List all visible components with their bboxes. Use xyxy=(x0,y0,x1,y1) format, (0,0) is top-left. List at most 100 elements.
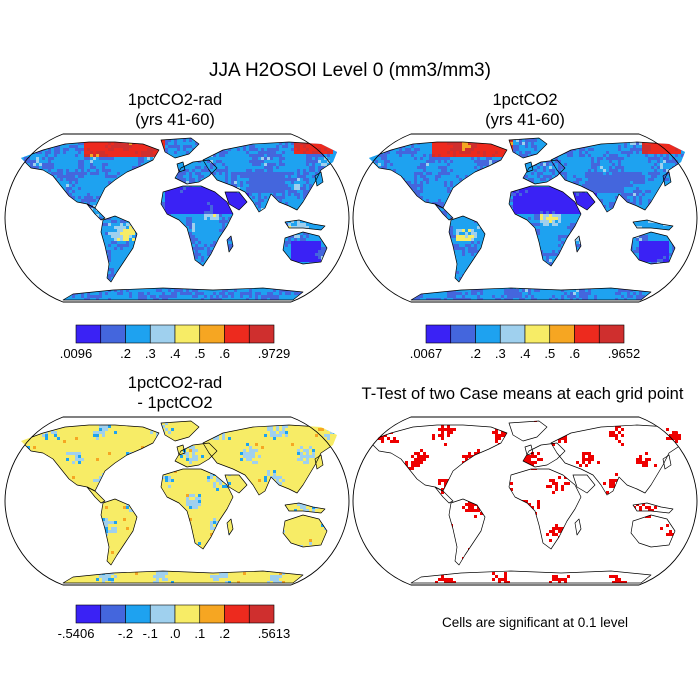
grid-cell xyxy=(258,205,261,208)
grid-cell xyxy=(42,160,45,163)
grid-cell xyxy=(12,166,15,169)
grid-cell xyxy=(210,193,213,196)
grid-cell xyxy=(93,172,96,175)
grid-cell xyxy=(177,175,180,178)
grid-cell xyxy=(162,199,165,202)
grid-cell xyxy=(66,130,69,133)
grid-cell xyxy=(102,235,105,238)
grid-cell xyxy=(240,184,243,187)
grid-cell xyxy=(48,130,51,133)
grid-cell xyxy=(12,136,15,139)
grid-cell xyxy=(204,169,207,172)
grid-cell xyxy=(288,142,291,145)
grid-cell xyxy=(171,196,174,199)
grid-cell xyxy=(252,190,255,193)
grid-cell xyxy=(198,244,201,247)
grid-cell xyxy=(6,184,9,187)
grid-cell xyxy=(78,178,81,181)
grid-cell xyxy=(297,241,300,244)
grid-cell xyxy=(261,190,264,193)
grid-cell xyxy=(117,241,120,244)
grid-cell xyxy=(48,163,51,166)
grid-cell xyxy=(267,187,270,190)
grid-cell xyxy=(81,193,84,196)
grid-cell xyxy=(198,196,201,199)
grid-cell xyxy=(291,151,294,154)
grid-cell xyxy=(87,151,90,154)
grid-cell xyxy=(237,196,240,199)
grid-cell xyxy=(3,154,6,157)
grid-cell xyxy=(291,190,294,193)
grid-cell xyxy=(273,163,276,166)
grid-cell xyxy=(291,172,294,175)
grid-cell xyxy=(321,226,324,229)
grid-cell xyxy=(303,157,306,160)
grid-cell xyxy=(3,142,6,145)
grid-cell xyxy=(75,187,78,190)
grid-cell xyxy=(12,130,15,133)
grid-cell xyxy=(186,130,189,133)
grid-cell xyxy=(165,196,168,199)
grid-cell xyxy=(297,247,300,250)
grid-cell xyxy=(108,148,111,151)
grid-cell xyxy=(276,187,279,190)
grid-cell xyxy=(306,157,309,160)
grid-cell xyxy=(291,178,294,181)
grid-cell xyxy=(345,187,348,190)
grid-cell xyxy=(237,169,240,172)
grid-cell xyxy=(39,163,42,166)
grid-cell xyxy=(255,175,258,178)
grid-cell xyxy=(297,154,300,157)
grid-cell xyxy=(291,250,294,253)
grid-cell xyxy=(294,244,297,247)
grid-cell xyxy=(297,187,300,190)
grid-cell xyxy=(291,247,294,250)
grid-cell xyxy=(315,250,318,253)
grid-cell xyxy=(222,157,225,160)
grid-cell xyxy=(210,223,213,226)
grid-cell xyxy=(114,154,117,157)
grid-cell xyxy=(114,250,117,253)
grid-cell xyxy=(339,166,342,169)
grid-cell xyxy=(123,220,126,223)
grid-cell xyxy=(210,247,213,250)
grid-cell xyxy=(243,172,246,175)
grid-cell xyxy=(249,184,252,187)
grid-cell xyxy=(342,151,345,154)
grid-cell xyxy=(345,157,348,160)
grid-cell xyxy=(276,175,279,178)
grid-cell xyxy=(21,151,24,154)
grid-cell xyxy=(258,196,261,199)
grid-cell xyxy=(111,256,114,259)
grid-cell xyxy=(6,172,9,175)
grid-cell xyxy=(174,196,177,199)
grid-cell xyxy=(120,163,123,166)
grid-cell xyxy=(285,142,288,145)
grid-cell xyxy=(306,244,309,247)
grid-cell xyxy=(195,169,198,172)
grid-cell xyxy=(48,148,51,151)
grid-cell xyxy=(318,166,321,169)
grid-cell xyxy=(255,205,258,208)
grid-cell xyxy=(318,175,321,178)
grid-cell xyxy=(123,232,126,235)
grid-cell xyxy=(189,175,192,178)
grid-cell xyxy=(3,130,6,133)
grid-cell xyxy=(345,139,348,142)
grid-cell xyxy=(339,148,342,151)
grid-cell xyxy=(90,199,93,202)
grid-cell xyxy=(102,166,105,169)
grid-cell xyxy=(324,157,327,160)
grid-cell xyxy=(132,229,135,232)
grid-cell xyxy=(66,190,69,193)
grid-cell xyxy=(99,148,102,151)
grid-cell xyxy=(288,202,291,205)
grid-cell xyxy=(96,163,99,166)
grid-cell xyxy=(78,142,81,145)
grid-cell xyxy=(204,166,207,169)
grid-cell xyxy=(9,151,12,154)
grid-cell xyxy=(51,163,54,166)
grid-cell xyxy=(132,166,135,169)
grid-cell xyxy=(120,256,123,259)
grid-cell xyxy=(324,154,327,157)
